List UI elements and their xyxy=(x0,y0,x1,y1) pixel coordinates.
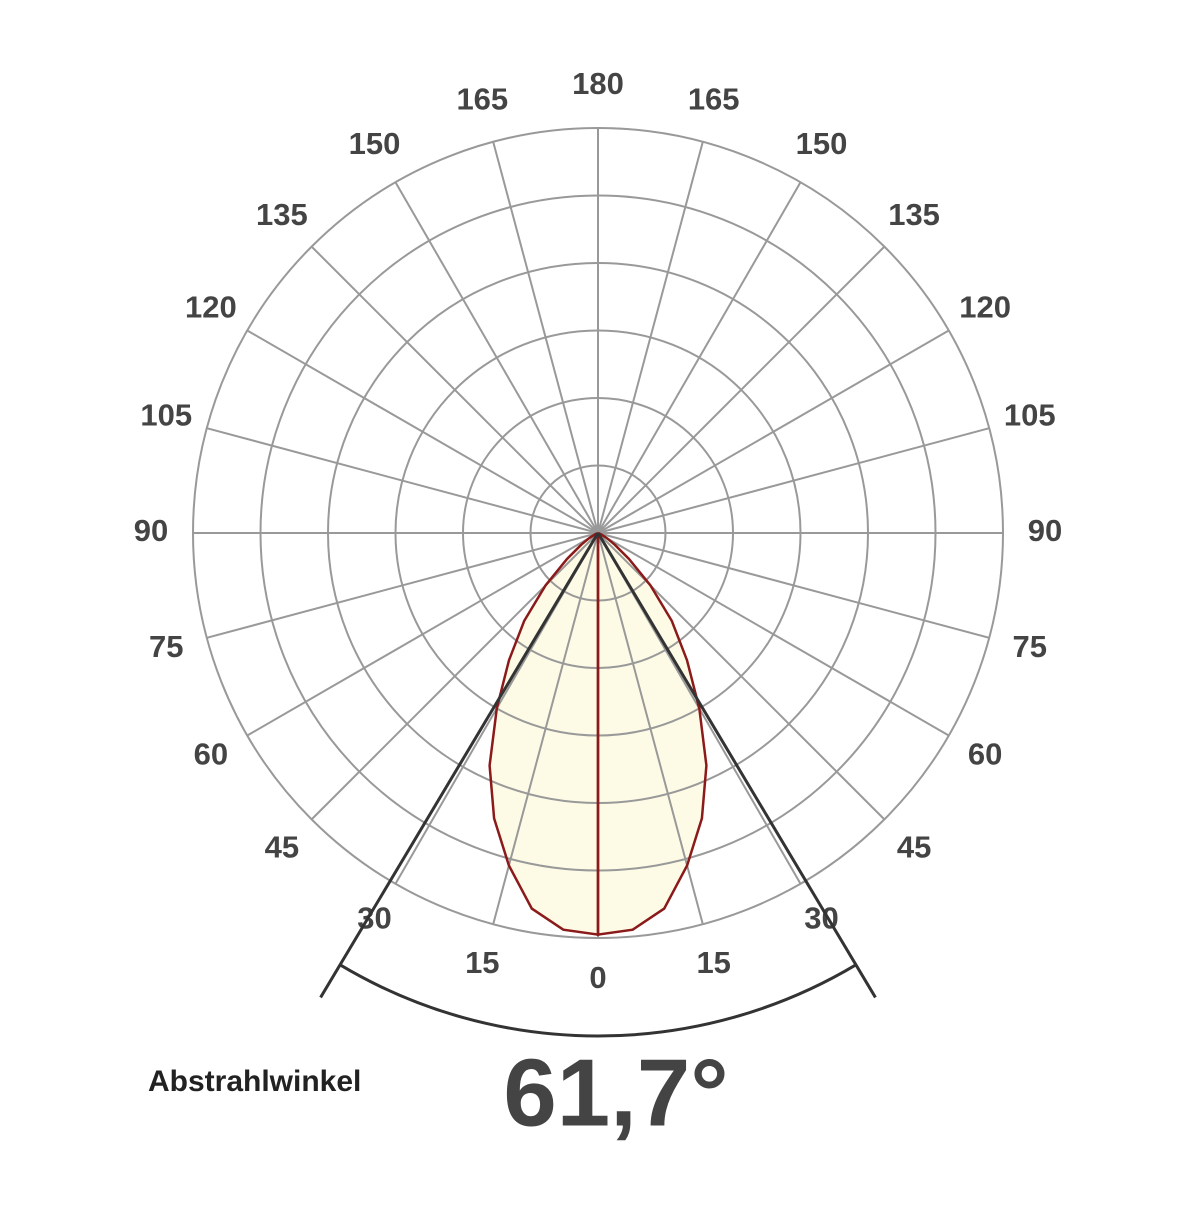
grid-spoke xyxy=(597,181,802,534)
grid-spoke xyxy=(597,532,950,737)
grid-spoke xyxy=(246,329,599,534)
angle-label: 90 xyxy=(1028,513,1062,548)
grid-spoke xyxy=(597,141,704,534)
angle-label: 75 xyxy=(149,629,183,664)
angle-label: 120 xyxy=(959,290,1011,325)
angle-label: 180 xyxy=(572,66,624,101)
angle-label: 165 xyxy=(456,81,508,116)
beam-line xyxy=(596,532,877,999)
angle-label: 120 xyxy=(185,290,237,325)
lobe-outline xyxy=(596,531,708,937)
grid-spoke xyxy=(206,532,599,639)
grid-spoke xyxy=(597,532,990,639)
grid-spoke xyxy=(492,532,599,925)
angle-label: 165 xyxy=(688,81,740,116)
grid-spoke xyxy=(597,245,886,534)
beam-label: Abstrahlwinkel xyxy=(148,1065,361,1098)
grid-spoke xyxy=(597,427,990,534)
angle-label: 15 xyxy=(465,945,499,980)
angle-label: 15 xyxy=(696,945,730,980)
grid-spoke xyxy=(597,532,704,925)
angle-label: 150 xyxy=(796,126,848,161)
grid-spoke xyxy=(206,427,599,534)
angle-label: 75 xyxy=(1013,629,1047,664)
angle-label: 60 xyxy=(194,737,228,772)
grid-spoke xyxy=(597,329,950,534)
angle-label: 90 xyxy=(134,513,168,548)
grid-spoke xyxy=(492,141,599,534)
angle-label: 105 xyxy=(1004,397,1056,432)
angle-label: 0 xyxy=(589,960,606,995)
lobe-outline xyxy=(488,531,600,937)
grid-spoke xyxy=(310,245,599,534)
angle-label: 135 xyxy=(256,197,308,232)
grid-spoke xyxy=(394,181,599,534)
angle-label: 45 xyxy=(897,829,931,864)
angle-label: 45 xyxy=(265,829,299,864)
angle-label: 60 xyxy=(968,737,1002,772)
beam-value: 61,7° xyxy=(503,1039,728,1146)
angle-label: 105 xyxy=(140,397,192,432)
angle-label: 135 xyxy=(888,197,940,232)
grid-spoke xyxy=(246,532,599,737)
beam-arc xyxy=(339,963,857,1038)
angle-label: 150 xyxy=(349,126,401,161)
beam-line xyxy=(319,532,600,999)
